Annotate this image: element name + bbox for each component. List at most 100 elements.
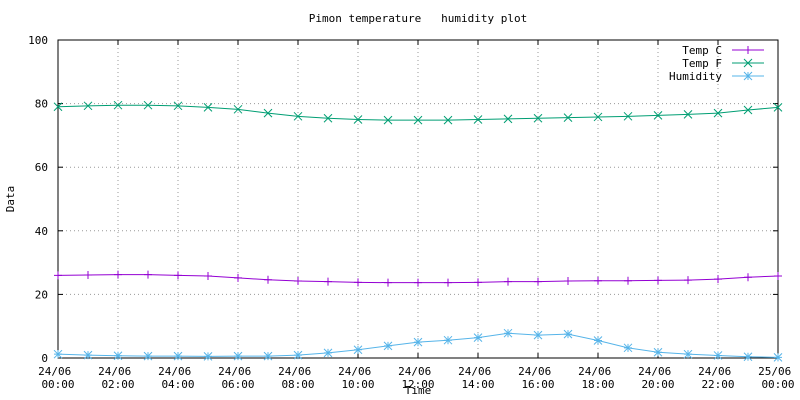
- data-point: [564, 277, 572, 286]
- data-point: [204, 271, 212, 280]
- data-point: [773, 103, 783, 112]
- x-tick-label: 24/06 08:00: [278, 365, 318, 391]
- legend-label: Temp C: [682, 44, 722, 57]
- data-point: [533, 113, 543, 123]
- x-tick-label: 24/06 22:00: [698, 365, 738, 391]
- data-point: [443, 335, 453, 345]
- data-point: [143, 351, 153, 361]
- data-point: [654, 276, 662, 285]
- data-point: [83, 350, 93, 360]
- y-axis-label: Data: [4, 186, 17, 213]
- data-point: [294, 277, 302, 286]
- y-tick-label: 20: [35, 288, 48, 301]
- x-tick-label: 24/06 04:00: [158, 365, 198, 391]
- data-point: [83, 101, 93, 111]
- data-point: [203, 352, 213, 361]
- data-point: [234, 273, 242, 282]
- data-point: [533, 330, 543, 340]
- data-point: [774, 271, 782, 280]
- data-point: [743, 105, 753, 115]
- legend-label: Humidity: [669, 70, 722, 83]
- data-point: [683, 349, 693, 359]
- y-tick-label: 40: [35, 225, 48, 238]
- data-point: [143, 100, 153, 110]
- data-point: [714, 275, 722, 284]
- data-point: [593, 336, 603, 345]
- data-point: [293, 350, 303, 360]
- data-point: [233, 104, 243, 114]
- data-point: [593, 112, 603, 122]
- data-point: [684, 276, 692, 285]
- data-point: [743, 352, 753, 362]
- data-point: [113, 351, 123, 361]
- data-point: [233, 351, 243, 361]
- data-point: [113, 100, 123, 110]
- data-point: [683, 110, 693, 119]
- data-point: [323, 113, 333, 123]
- data-point: [144, 270, 152, 279]
- data-point: [474, 278, 482, 287]
- data-point: [563, 329, 573, 339]
- data-point: [414, 278, 422, 287]
- data-point: [413, 337, 423, 347]
- x-tick-label: 24/06 10:00: [338, 365, 378, 391]
- data-point: [324, 277, 332, 286]
- data-point: [713, 108, 723, 118]
- x-tick-label: 24/06 00:00: [38, 365, 78, 391]
- data-point: [473, 115, 483, 124]
- data-point: [383, 115, 393, 125]
- x-tick-label: 24/06 02:00: [98, 365, 138, 391]
- x-tick-label: 24/06 14:00: [458, 365, 498, 391]
- legend-marker: [744, 46, 752, 54]
- x-tick-label: 24/06 12:00: [398, 365, 438, 391]
- data-point: [383, 341, 393, 351]
- data-point: [623, 111, 633, 121]
- data-point: [563, 113, 573, 122]
- data-point: [353, 115, 363, 124]
- data-point: [264, 275, 272, 284]
- data-point: [653, 347, 663, 357]
- data-point: [53, 102, 63, 112]
- data-point: [54, 271, 62, 280]
- data-point: [293, 111, 303, 121]
- x-tick-label: 24/06 16:00: [518, 365, 558, 391]
- data-point: [624, 276, 632, 285]
- data-point: [443, 115, 453, 125]
- data-point: [354, 278, 362, 287]
- data-point: [413, 115, 423, 125]
- data-point: [114, 270, 122, 279]
- x-tick-label: 24/06 20:00: [638, 365, 678, 391]
- y-tick-label: 60: [35, 161, 48, 174]
- data-point: [504, 277, 512, 286]
- data-point: [653, 111, 663, 120]
- data-point: [263, 108, 273, 118]
- data-point: [713, 351, 723, 360]
- y-tick-label: 80: [35, 98, 48, 111]
- data-point: [534, 277, 542, 286]
- data-point: [84, 271, 92, 280]
- legend-marker: [743, 71, 753, 81]
- x-tick-label: 24/06 06:00: [218, 365, 258, 391]
- data-point: [384, 278, 392, 287]
- data-point: [503, 328, 513, 338]
- data-point: [773, 353, 783, 362]
- data-point: [263, 351, 273, 361]
- plot-frame: [57, 39, 779, 359]
- data-point: [353, 345, 363, 355]
- x-tick-label: 25/06 00:00: [758, 365, 798, 391]
- data-point: [203, 103, 213, 112]
- data-point: [174, 271, 182, 280]
- data-point: [444, 278, 452, 287]
- data-point: [53, 349, 63, 359]
- legend-label: Temp F: [682, 57, 722, 70]
- data-point: [323, 348, 333, 358]
- data-point: [503, 114, 513, 124]
- data-point: [473, 333, 483, 343]
- legend-marker: [743, 58, 753, 68]
- y-tick-label: 100: [28, 34, 48, 47]
- y-tick-label: 0: [41, 352, 48, 365]
- data-point: [744, 273, 752, 282]
- data-point: [173, 101, 183, 111]
- x-tick-label: 24/06 18:00: [578, 365, 618, 391]
